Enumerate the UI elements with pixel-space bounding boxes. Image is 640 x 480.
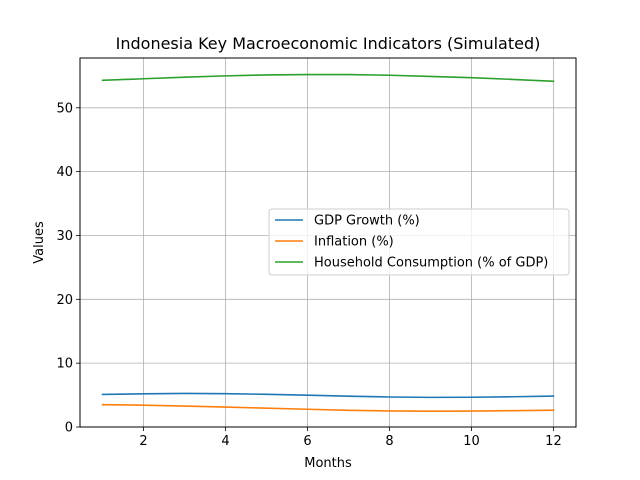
y-tick-label: 40: [56, 165, 73, 180]
legend-label: Inflation (%): [314, 235, 394, 250]
x-tick-label: 8: [385, 434, 393, 449]
x-tick-label: 12: [545, 434, 562, 449]
y-tick-label: 0: [65, 421, 73, 436]
chart-title: Indonesia Key Macroeconomic Indicators (…: [116, 34, 541, 53]
y-tick-label: 50: [56, 101, 73, 116]
tick-layer: 2 4 6 8 10 12 0 10 20 30 40 50: [56, 101, 561, 449]
series-line-2: [101, 403, 555, 412]
legend-box: [268, 208, 570, 276]
legend-label: Household Consumption (% of GDP): [314, 256, 548, 271]
legend-label: GDP Growth (%): [314, 214, 420, 229]
plot-area-frame: [79, 57, 577, 428]
y-axis-label: Values: [32, 221, 47, 264]
x-tick-label: 10: [463, 434, 480, 449]
series-layer: [101, 73, 555, 412]
chart-legend: GDP Growth (%) Inflation (%) Household Con…: [268, 208, 570, 276]
x-axis-label: Months: [304, 456, 352, 471]
series-line-1: [101, 392, 555, 399]
y-tick-label: 10: [56, 357, 73, 372]
x-tick-label: 6: [303, 434, 311, 449]
legend-entries: GDP Growth (%) Inflation (%) Household Con…: [275, 214, 548, 271]
series-line-3: [101, 73, 555, 83]
y-tick-label: 20: [56, 293, 73, 308]
y-tick-label: 30: [56, 229, 73, 244]
x-tick-label: 2: [139, 434, 147, 449]
x-tick-label: 4: [221, 434, 229, 449]
